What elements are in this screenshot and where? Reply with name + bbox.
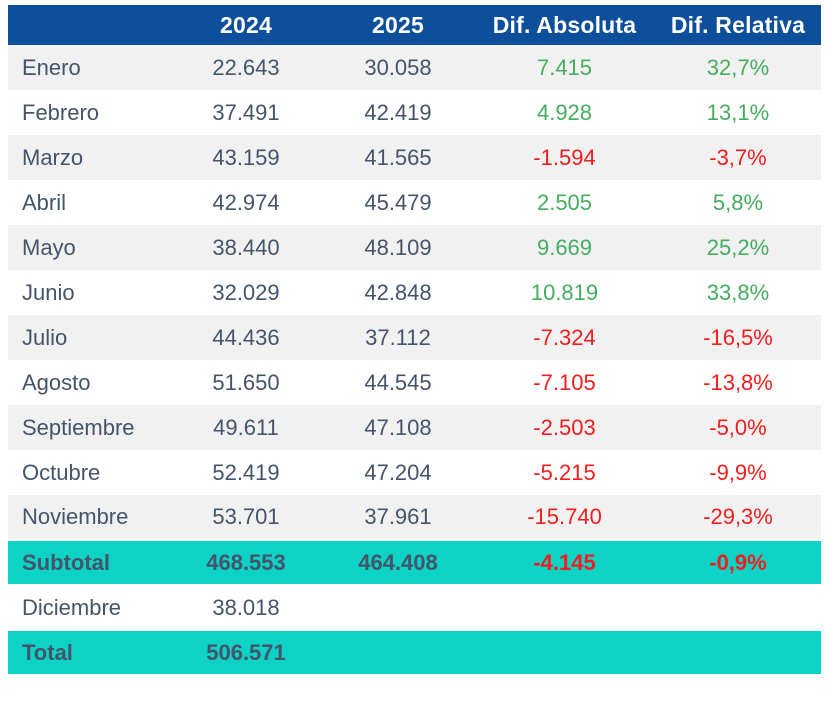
- value-2024-cell: 506.571: [170, 629, 322, 676]
- dif-absoluta-cell: 4.928: [474, 90, 655, 135]
- month-row: Junio 32.029 42.848 10.819 33,8%: [8, 270, 821, 315]
- dif-relativa-cell: 13,1%: [655, 90, 821, 135]
- dif-absoluta-cell: -5.215: [474, 450, 655, 495]
- month-cell: Abril: [8, 180, 170, 225]
- value-2025-cell: 464.408: [322, 539, 474, 586]
- dif-absoluta-cell: -1.594: [474, 135, 655, 180]
- dif-absoluta-cell: -7.324: [474, 315, 655, 360]
- dif-absoluta-cell: 7.415: [474, 45, 655, 90]
- dif-relativa-cell: -9,9%: [655, 450, 821, 495]
- total-row: Total 506.571: [8, 629, 821, 676]
- value-2024-cell: 22.643: [170, 45, 322, 90]
- dif-absoluta-cell: -4.145: [474, 539, 655, 586]
- header-row: 2024 2025 Dif. Absoluta Dif. Relativa: [8, 5, 821, 45]
- month-row: Octubre 52.419 47.204 -5.215 -9,9%: [8, 450, 821, 495]
- value-2025-cell: 37.961: [322, 495, 474, 540]
- month-row: Enero 22.643 30.058 7.415 32,7%: [8, 45, 821, 90]
- value-2025-cell: 42.848: [322, 270, 474, 315]
- value-2025-cell: 41.565: [322, 135, 474, 180]
- value-2025-cell: 44.545: [322, 360, 474, 405]
- dif-absoluta-cell: -2.503: [474, 405, 655, 450]
- value-2024-cell: 38.440: [170, 225, 322, 270]
- month-cell: Septiembre: [8, 405, 170, 450]
- value-2024-cell: 32.029: [170, 270, 322, 315]
- month-row: Agosto 51.650 44.545 -7.105 -13,8%: [8, 360, 821, 405]
- month-cell: Agosto: [8, 360, 170, 405]
- value-2025-cell: 37.112: [322, 315, 474, 360]
- value-2025-cell: 45.479: [322, 180, 474, 225]
- col-header-2024: 2024: [170, 5, 322, 45]
- value-2024-cell: 37.491: [170, 90, 322, 135]
- dif-relativa-cell: 33,8%: [655, 270, 821, 315]
- monthly-comparison-table: 2024 2025 Dif. Absoluta Dif. Relativa En…: [8, 5, 821, 676]
- month-cell: Mayo: [8, 225, 170, 270]
- dif-relativa-cell: -16,5%: [655, 315, 821, 360]
- value-2024-cell: 51.650: [170, 360, 322, 405]
- value-2025-cell: 47.204: [322, 450, 474, 495]
- dif-relativa-cell: 32,7%: [655, 45, 821, 90]
- month-row: Julio 44.436 37.112 -7.324 -16,5%: [8, 315, 821, 360]
- table-header: 2024 2025 Dif. Absoluta Dif. Relativa: [8, 5, 821, 45]
- dif-relativa-cell: -5,0%: [655, 405, 821, 450]
- month-row: Abril 42.974 45.479 2.505 5,8%: [8, 180, 821, 225]
- month-cell: Total: [8, 629, 170, 676]
- dif-absoluta-cell: 10.819: [474, 270, 655, 315]
- subtotal-row: Subtotal 468.553 464.408 -4.145 -0,9%: [8, 539, 821, 586]
- col-header-month: [8, 5, 170, 45]
- dif-relativa-cell: [655, 585, 821, 630]
- month-cell: Junio: [8, 270, 170, 315]
- col-header-2025: 2025: [322, 5, 474, 45]
- month-cell: Marzo: [8, 135, 170, 180]
- col-header-dif-absoluta: Dif. Absoluta: [474, 5, 655, 45]
- dif-absoluta-cell: 2.505: [474, 180, 655, 225]
- month-row: Mayo 38.440 48.109 9.669 25,2%: [8, 225, 821, 270]
- dif-relativa-cell: -3,7%: [655, 135, 821, 180]
- value-2025-cell: [322, 629, 474, 676]
- comparison-table-container: 2024 2025 Dif. Absoluta Dif. Relativa En…: [8, 5, 821, 676]
- month-cell: Noviembre: [8, 495, 170, 540]
- value-2024-cell: 53.701: [170, 495, 322, 540]
- dif-relativa-cell: -29,3%: [655, 495, 821, 540]
- value-2024-cell: 42.974: [170, 180, 322, 225]
- value-2025-cell: 48.109: [322, 225, 474, 270]
- month-row: Febrero 37.491 42.419 4.928 13,1%: [8, 90, 821, 135]
- value-2024-cell: 38.018: [170, 585, 322, 630]
- dif-relativa-cell: -13,8%: [655, 360, 821, 405]
- value-2025-cell: 42.419: [322, 90, 474, 135]
- month-row: Septiembre 49.611 47.108 -2.503 -5,0%: [8, 405, 821, 450]
- month-row: Marzo 43.159 41.565 -1.594 -3,7%: [8, 135, 821, 180]
- value-2024-cell: 52.419: [170, 450, 322, 495]
- month-row: Diciembre 38.018: [8, 585, 821, 630]
- table-body: Enero 22.643 30.058 7.415 32,7% Febrero 37.491…: [8, 45, 821, 676]
- value-2025-cell: [322, 585, 474, 630]
- dif-absoluta-cell: [474, 585, 655, 630]
- month-cell: Julio: [8, 315, 170, 360]
- value-2024-cell: 44.436: [170, 315, 322, 360]
- month-cell: Octubre: [8, 450, 170, 495]
- value-2025-cell: 30.058: [322, 45, 474, 90]
- value-2024-cell: 49.611: [170, 405, 322, 450]
- dif-absoluta-cell: -15.740: [474, 495, 655, 540]
- dif-absoluta-cell: [474, 629, 655, 676]
- value-2024-cell: 43.159: [170, 135, 322, 180]
- month-row: Noviembre 53.701 37.961 -15.740 -29,3%: [8, 495, 821, 540]
- dif-relativa-cell: 25,2%: [655, 225, 821, 270]
- month-cell: Febrero: [8, 90, 170, 135]
- col-header-dif-relativa: Dif. Relativa: [655, 5, 821, 45]
- dif-relativa-cell: 5,8%: [655, 180, 821, 225]
- month-cell: Diciembre: [8, 585, 170, 630]
- dif-absoluta-cell: 9.669: [474, 225, 655, 270]
- dif-relativa-cell: [655, 629, 821, 676]
- dif-absoluta-cell: -7.105: [474, 360, 655, 405]
- month-cell: Enero: [8, 45, 170, 90]
- value-2025-cell: 47.108: [322, 405, 474, 450]
- dif-relativa-cell: -0,9%: [655, 539, 821, 586]
- month-cell: Subtotal: [8, 539, 170, 586]
- value-2024-cell: 468.553: [170, 539, 322, 586]
